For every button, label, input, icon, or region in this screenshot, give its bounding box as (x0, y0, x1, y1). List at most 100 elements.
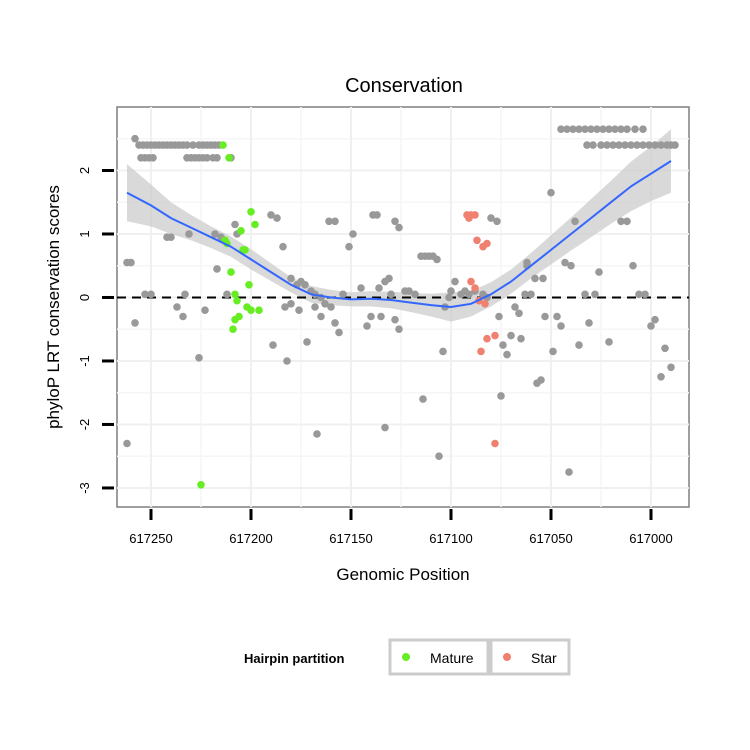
other-point (615, 141, 623, 149)
other-point (651, 141, 659, 149)
y-tick-label: 2 (77, 167, 92, 174)
other-point (523, 258, 531, 267)
other-point (385, 274, 393, 283)
other-point (589, 141, 597, 149)
other-point (223, 290, 231, 299)
other-point (571, 217, 579, 226)
mature-point (251, 220, 259, 229)
other-point (557, 322, 565, 330)
other-point (173, 303, 181, 311)
confidence-band-group (127, 129, 671, 322)
legend: Hairpin partition Mature Star (244, 638, 571, 676)
x-tick-label: 617000 (629, 531, 672, 546)
other-point (419, 395, 427, 403)
other-point (391, 315, 399, 324)
star-point (491, 439, 499, 448)
other-point (283, 357, 291, 365)
y-axis: -3 -2 -1 0 1 2 (77, 167, 114, 494)
other-point (497, 392, 505, 400)
mature-point (219, 141, 227, 149)
other-point (521, 290, 529, 299)
other-point (651, 315, 659, 324)
other-point (515, 309, 523, 318)
other-point (375, 284, 383, 292)
mature-point (247, 208, 255, 216)
other-point (539, 274, 547, 283)
other-point (605, 338, 613, 346)
other-point (331, 319, 339, 327)
star-point (483, 239, 491, 248)
star-point (467, 277, 475, 286)
star-point (473, 236, 481, 245)
other-point (661, 344, 669, 353)
other-point (147, 290, 155, 299)
other-point (629, 261, 637, 270)
mature-point (231, 315, 239, 324)
other-point (141, 290, 149, 299)
mature-point (227, 268, 235, 276)
other-point (569, 125, 577, 133)
mature-point (233, 296, 241, 305)
other-point (281, 303, 289, 311)
other-point (451, 277, 459, 286)
mature-point (197, 481, 205, 489)
x-axis-label: Genomic Position (336, 565, 469, 584)
legend-label-mature: Mature (430, 650, 474, 666)
other-point (287, 300, 295, 308)
other-point (313, 430, 321, 438)
other-point (335, 328, 343, 337)
other-point (611, 125, 619, 133)
other-point (203, 154, 211, 162)
other-point (363, 322, 371, 330)
other-point (381, 423, 389, 432)
other-point (641, 290, 649, 299)
other-point (179, 312, 187, 321)
other-point (331, 217, 339, 226)
other-point (339, 290, 347, 299)
x-tick-label: 617250 (129, 531, 172, 546)
other-point (493, 217, 501, 226)
other-point (645, 141, 653, 149)
mature-point (231, 290, 239, 299)
other-point (597, 141, 605, 149)
chart-title: Conservation (345, 75, 463, 97)
other-point (517, 334, 525, 343)
other-point (531, 274, 539, 283)
other-point (583, 141, 591, 149)
other-point (503, 350, 511, 359)
other-point (131, 134, 139, 143)
other-point (295, 306, 303, 315)
mature-point (241, 246, 249, 254)
other-point (357, 284, 365, 292)
other-point (377, 312, 385, 321)
other-point (537, 376, 545, 384)
grid-minor (117, 107, 689, 507)
other-point (581, 125, 589, 133)
star-point (465, 214, 473, 222)
other-point (195, 354, 203, 362)
other-point (439, 347, 447, 356)
other-point (635, 290, 643, 299)
other-point (123, 439, 131, 448)
y-tick-label: 1 (77, 230, 92, 237)
other-point (279, 242, 287, 251)
other-point (373, 211, 381, 219)
other-point (623, 217, 631, 226)
other-point (321, 300, 329, 308)
other-point (345, 242, 353, 251)
mature-point (255, 306, 263, 315)
other-point (367, 312, 375, 321)
legend-key-star (489, 638, 571, 676)
other-point (547, 188, 555, 197)
confidence-band (127, 129, 671, 322)
scatter-points (123, 125, 679, 489)
y-tick-label: -2 (77, 419, 92, 431)
other-point (269, 341, 277, 349)
other-point (183, 141, 191, 149)
other-point (549, 347, 557, 356)
other-point (273, 214, 281, 222)
other-point (189, 141, 197, 149)
other-point (201, 306, 209, 315)
other-point (301, 281, 309, 289)
